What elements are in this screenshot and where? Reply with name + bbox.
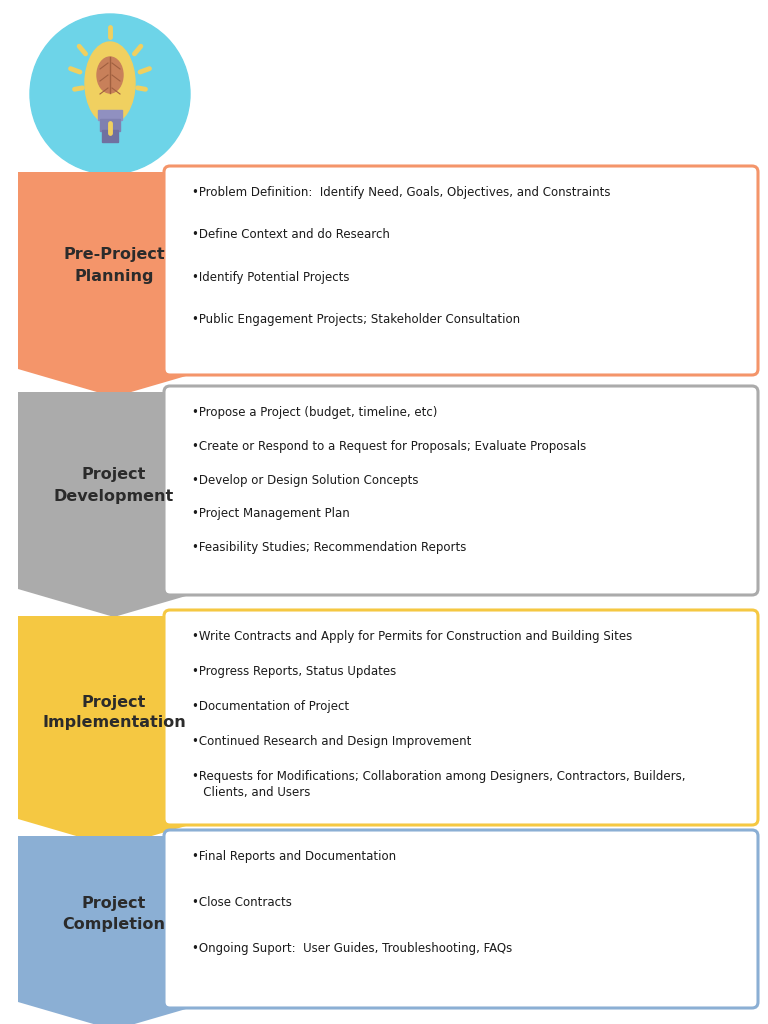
- Text: •Propose a Project (budget, timeline, etc): •Propose a Project (budget, timeline, et…: [192, 406, 437, 419]
- Text: •Write Contracts and Apply for Permits for Construction and Building Sites: •Write Contracts and Apply for Permits f…: [192, 630, 632, 643]
- Text: •Project Management Plan: •Project Management Plan: [192, 508, 349, 520]
- FancyBboxPatch shape: [164, 610, 758, 825]
- Text: Project
Development: Project Development: [54, 468, 174, 504]
- Polygon shape: [18, 392, 210, 617]
- FancyBboxPatch shape: [164, 166, 758, 375]
- Text: •Feasibility Studies; Recommendation Reports: •Feasibility Studies; Recommendation Rep…: [192, 542, 466, 554]
- Circle shape: [30, 14, 190, 174]
- Text: •Problem Definition:  Identify Need, Goals, Objectives, and Constraints: •Problem Definition: Identify Need, Goal…: [192, 186, 611, 199]
- FancyBboxPatch shape: [164, 386, 758, 595]
- Ellipse shape: [97, 57, 123, 93]
- Bar: [98, 110, 122, 120]
- Text: Project
Implementation: Project Implementation: [42, 694, 186, 730]
- Polygon shape: [18, 172, 210, 397]
- Text: •Public Engagement Projects; Stakeholder Consultation: •Public Engagement Projects; Stakeholder…: [192, 312, 520, 326]
- Text: •Ongoing Suport:  User Guides, Troubleshooting, FAQs: •Ongoing Suport: User Guides, Troublesho…: [192, 942, 512, 955]
- Polygon shape: [18, 836, 210, 1024]
- Text: •Requests for Modifications; Collaboration among Designers, Contractors, Builder: •Requests for Modifications; Collaborati…: [192, 770, 686, 799]
- FancyBboxPatch shape: [164, 830, 758, 1008]
- Text: •Final Reports and Documentation: •Final Reports and Documentation: [192, 850, 396, 863]
- Bar: [100, 119, 120, 131]
- Text: •Create or Respond to a Request for Proposals; Evaluate Proposals: •Create or Respond to a Request for Prop…: [192, 439, 586, 453]
- Bar: [102, 130, 118, 142]
- Text: •Define Context and do Research: •Define Context and do Research: [192, 228, 390, 242]
- Text: Project
Completion: Project Completion: [62, 896, 165, 932]
- Text: •Develop or Design Solution Concepts: •Develop or Design Solution Concepts: [192, 473, 419, 486]
- Text: Pre-Project
Planning: Pre-Project Planning: [63, 248, 165, 284]
- Text: •Close Contracts: •Close Contracts: [192, 896, 292, 909]
- Ellipse shape: [85, 42, 135, 124]
- Text: •Documentation of Project: •Documentation of Project: [192, 700, 349, 713]
- Polygon shape: [18, 616, 210, 847]
- Text: •Progress Reports, Status Updates: •Progress Reports, Status Updates: [192, 665, 396, 678]
- Text: •Identify Potential Projects: •Identify Potential Projects: [192, 270, 349, 284]
- Text: •Continued Research and Design Improvement: •Continued Research and Design Improveme…: [192, 735, 472, 748]
